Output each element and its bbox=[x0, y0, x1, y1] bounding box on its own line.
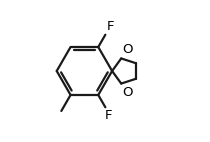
Text: O: O bbox=[122, 86, 133, 99]
Text: F: F bbox=[107, 19, 114, 33]
Text: F: F bbox=[104, 109, 112, 123]
Text: O: O bbox=[122, 43, 133, 56]
